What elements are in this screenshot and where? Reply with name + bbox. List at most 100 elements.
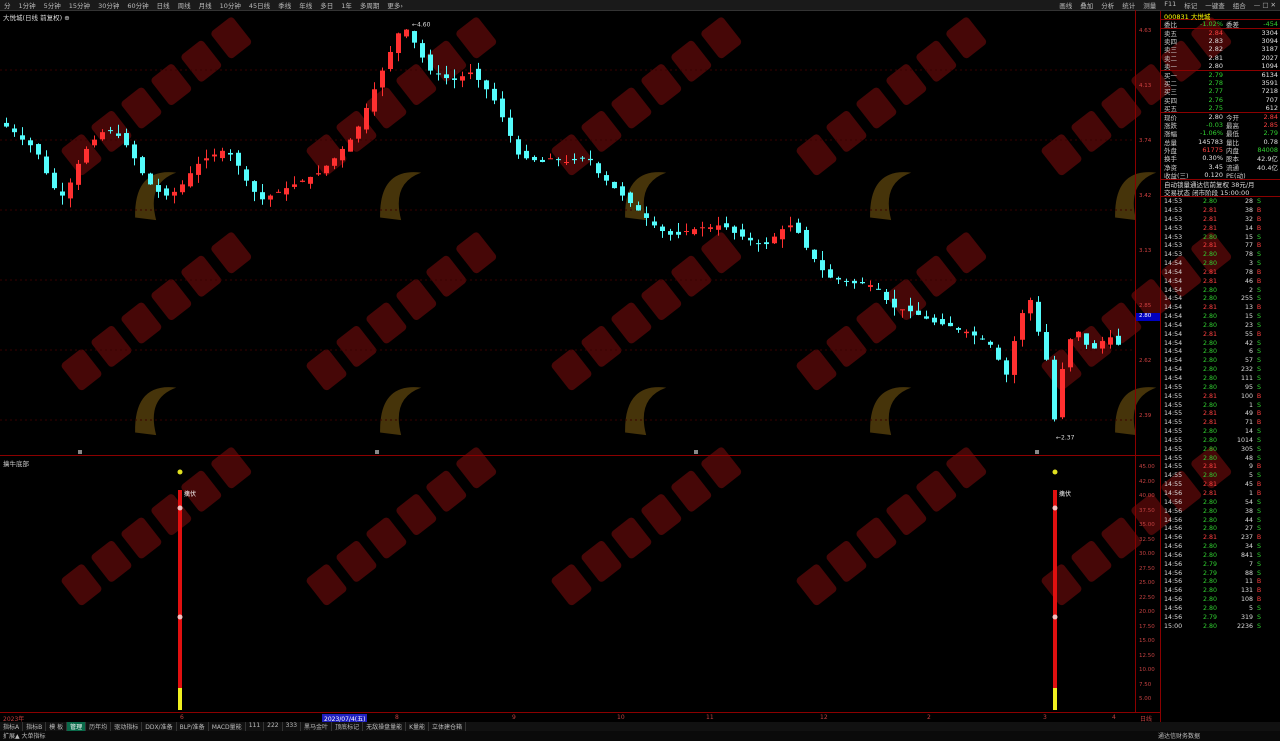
tick-row: 14:56 2.80 11 B (1161, 577, 1280, 586)
tick-time: 14:56 (1164, 613, 1183, 621)
indicator-tab[interactable]: 历年均 (86, 722, 112, 731)
period-label[interactable]: 日线 (1140, 716, 1153, 723)
period-tab[interactable]: 多周期 (359, 2, 380, 10)
period-tab[interactable]: 多日 (320, 2, 334, 10)
tick-side: S (1257, 375, 1261, 382)
tick-side: S (1257, 622, 1261, 630)
tick-row: 14:55 2.81 45 B (1161, 480, 1280, 489)
indicator-tab[interactable]: BLP/准备 (177, 722, 209, 731)
indicator-tab[interactable]: 222 (264, 722, 283, 731)
tick-price: 2.81 (1202, 392, 1217, 400)
tick-row: 14:53 2.81 77 B (1161, 241, 1280, 250)
candle-down (28, 140, 33, 146)
tick-time: 14:54 (1164, 295, 1183, 303)
tick-time: 14:54 (1164, 339, 1183, 347)
toolbar-button[interactable]: 测量 (1143, 2, 1157, 10)
candle-up (1060, 369, 1065, 418)
tick-volume: 45 (1244, 481, 1253, 489)
indicator-chart[interactable]: 擒伏 擒伏 (0, 456, 1135, 712)
period-tab[interactable]: 年线 (299, 2, 313, 10)
indicator-tab[interactable]: 管理 (67, 722, 87, 731)
period-tab[interactable]: 15分钟 (68, 2, 91, 10)
period-tab[interactable]: 5分钟 (43, 2, 61, 10)
period-tab[interactable]: 10分钟 (219, 2, 241, 10)
indicator-tab[interactable]: K量能 (406, 722, 430, 731)
toolbar-button[interactable]: 组合 (1232, 2, 1246, 10)
candle-down (524, 150, 529, 159)
candle-down (1084, 333, 1089, 345)
tick-time: 14:55 (1164, 419, 1183, 427)
tick-volume: 32 (1244, 215, 1253, 223)
note-row: 自动锁量通达信前复权 38元/月 (1161, 179, 1280, 189)
tick-volume: 11 (1244, 578, 1253, 586)
period-tab[interactable]: 日线 (156, 2, 170, 10)
value: 7218 (1261, 87, 1278, 96)
period-tab[interactable]: 季线 (278, 2, 292, 10)
pane-divider[interactable] (0, 455, 1160, 456)
period-tab[interactable]: 30分钟 (98, 2, 120, 10)
period-tab[interactable]: 月线 (198, 2, 212, 10)
toolbar-button[interactable]: 画线 (1059, 2, 1073, 10)
indicator-tab[interactable]: 模 板 (46, 722, 68, 731)
indicator-tab[interactable]: 驱动指标 (111, 722, 143, 731)
tick-row: 14:53 2.80 78 S (1161, 250, 1280, 259)
event-marker[interactable] (78, 450, 82, 454)
period-tab[interactable]: 45日线 (248, 2, 271, 10)
toolbar-button[interactable]: 叠加 (1080, 2, 1094, 10)
tick-row: 14:53 2.81 32 B (1161, 215, 1280, 224)
indicator-tab[interactable]: 顶底标记 (332, 722, 364, 731)
date-tick[interactable]: 2023/07/4(五) (322, 714, 368, 723)
period-tab[interactable]: 分 (4, 2, 11, 10)
candle-up (700, 227, 705, 229)
tick-price: 2.80 (1202, 587, 1217, 595)
candlestick-chart[interactable]: ←4.60 ←2.37 (0, 10, 1135, 455)
toolbar-button[interactable]: 分析 (1101, 2, 1115, 10)
toolbar-button[interactable]: F11 (1164, 0, 1177, 8)
indicator-title[interactable]: 擒牛底部 (3, 460, 29, 468)
period-tab[interactable]: 更多› (387, 2, 403, 10)
value: 2.80 (1208, 62, 1223, 71)
indicator-tab[interactable]: 333 (283, 722, 302, 731)
toolbar-button[interactable]: 统计 (1122, 2, 1136, 10)
tick-time: 14:53 (1164, 198, 1183, 206)
candle-down (156, 185, 161, 192)
candle-up (1020, 313, 1025, 340)
window-controls[interactable]: — □ ✕ (1253, 1, 1276, 9)
tick-price: 2.80 (1202, 516, 1217, 524)
indicator-tab[interactable]: 指标A (0, 722, 24, 731)
indicator-tab[interactable]: MACD量能 (209, 722, 246, 731)
toolbar-button[interactable]: 标记 (1184, 2, 1198, 10)
indicator-tab[interactable]: 无敌操盘量能 (363, 722, 407, 731)
tick-time: 14:56 (1164, 551, 1183, 559)
tick-volume: 34 (1244, 543, 1253, 551)
period-tab[interactable]: 60分钟 (127, 2, 149, 10)
indicator-tab[interactable]: 黑马金叶 (301, 722, 333, 731)
event-marker[interactable] (694, 450, 698, 454)
tick-price: 2.81 (1202, 330, 1217, 338)
candle-up (548, 158, 553, 160)
event-marker[interactable] (1035, 450, 1039, 454)
indicator-tab[interactable]: 立体建仓箱 (429, 722, 467, 731)
tick-side: S (1257, 286, 1261, 294)
value: -1.02% (1200, 20, 1223, 29)
value: 3591 (1261, 78, 1278, 87)
period-tab[interactable]: 1年 (341, 2, 352, 10)
indicator-tab[interactable]: DDX/准备 (142, 722, 177, 731)
event-marker[interactable] (375, 450, 379, 454)
tick-list[interactable]: 14:53 2.80 28 S 14:53 2.81 38 B 14:53 2.81 32 B 14:5… (1161, 196, 1280, 630)
indicator-tab[interactable]: 111 (246, 722, 265, 731)
status-left[interactable]: 扩展▲ 大单指标 (3, 733, 46, 740)
period-tab[interactable]: 1分钟 (18, 2, 36, 10)
tick-side: S (1257, 507, 1261, 515)
toolbar-button[interactable]: 一键查 (1205, 2, 1225, 10)
candle-down (724, 223, 729, 228)
value: 2.84 (1263, 113, 1278, 121)
candle-down (932, 317, 937, 323)
tick-volume: 13 (1244, 304, 1253, 312)
indicator-tab[interactable]: 指标B (23, 722, 47, 731)
period-tab[interactable]: 周线 (177, 2, 191, 10)
candle-down (228, 152, 233, 155)
tick-time: 14:54 (1164, 366, 1183, 374)
tick-row: 14:54 2.80 255 S (1161, 294, 1280, 303)
tick-side: B (1256, 330, 1262, 338)
